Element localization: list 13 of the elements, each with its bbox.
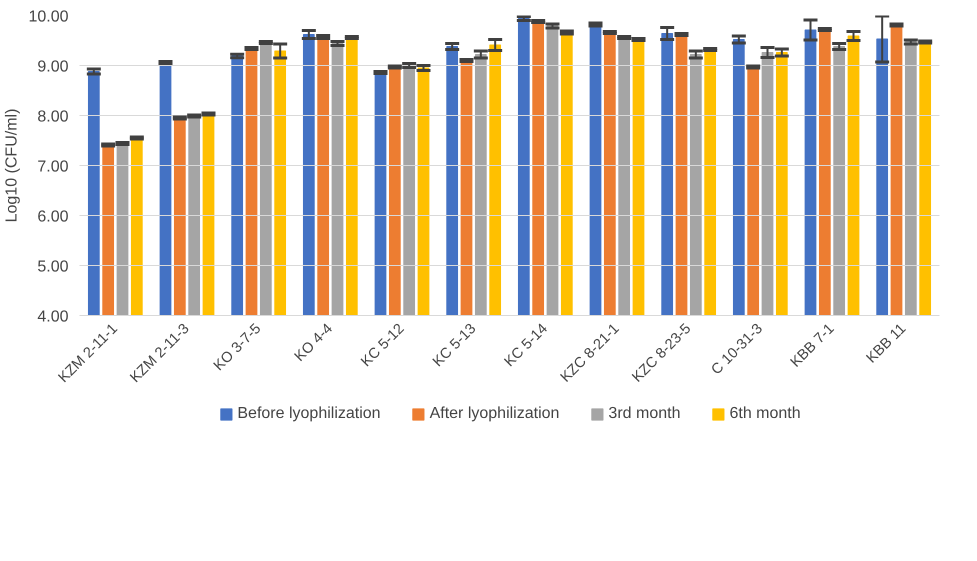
y-tick-label: 5.00 [37, 258, 69, 276]
legend-label: 3rd month [608, 405, 680, 423]
x-tick-label: KO 4-4 [292, 320, 336, 365]
legend-label: 6th month [729, 405, 801, 423]
legend-label: Before lyophilization [237, 405, 381, 423]
legend-label: After lyophilization [430, 405, 560, 423]
y-tick-label: 10.00 [28, 8, 69, 26]
y-tick-label: 7.00 [37, 158, 69, 176]
y-tick-label: 6.00 [37, 208, 69, 226]
y-tick-label: 4.00 [37, 308, 69, 326]
y-tick-label: 8.00 [37, 108, 69, 126]
y-tick-label: 9.00 [37, 58, 69, 76]
y-axis-title: Log10 (CFU/ml) [3, 108, 20, 222]
